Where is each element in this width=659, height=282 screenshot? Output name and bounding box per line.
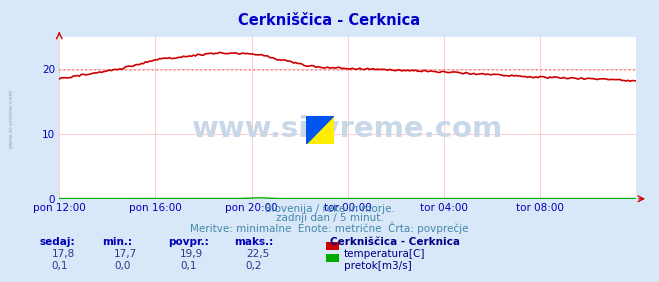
Text: 17,7: 17,7	[114, 249, 137, 259]
Text: maks.:: maks.:	[234, 237, 273, 247]
Text: 0,1: 0,1	[180, 261, 196, 270]
Text: temperatura[C]: temperatura[C]	[344, 249, 426, 259]
Text: 22,5: 22,5	[246, 249, 269, 259]
Text: povpr.:: povpr.:	[168, 237, 209, 247]
Text: pretok[m3/s]: pretok[m3/s]	[344, 261, 412, 270]
Text: www.si-vreme.com: www.si-vreme.com	[192, 115, 503, 143]
Text: www.si-vreme.com: www.si-vreme.com	[9, 89, 14, 148]
Text: 0,1: 0,1	[51, 261, 68, 270]
Text: zadnji dan / 5 minut.: zadnji dan / 5 minut.	[275, 213, 384, 223]
Text: Cerkniščica - Cerknica: Cerkniščica - Cerknica	[239, 13, 420, 28]
Text: Cerkniščica - Cerknica: Cerkniščica - Cerknica	[330, 237, 459, 247]
Text: Meritve: minimalne  Enote: metrične  Črta: povprečje: Meritve: minimalne Enote: metrične Črta:…	[190, 222, 469, 234]
Text: sedaj:: sedaj:	[40, 237, 75, 247]
Text: 0,2: 0,2	[246, 261, 262, 270]
Text: min.:: min.:	[102, 237, 132, 247]
Text: 0,0: 0,0	[114, 261, 130, 270]
Polygon shape	[306, 116, 334, 144]
Text: 17,8: 17,8	[51, 249, 74, 259]
Polygon shape	[306, 116, 334, 144]
Text: Slovenija / reke in morje.: Slovenija / reke in morje.	[264, 204, 395, 213]
Text: 19,9: 19,9	[180, 249, 203, 259]
